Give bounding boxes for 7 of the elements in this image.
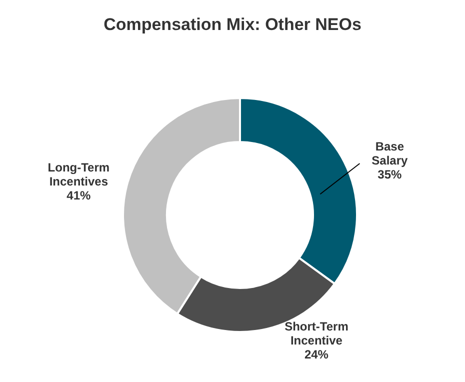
data-label: 41% — [66, 188, 92, 203]
slice-label: Short-Term Incentive — [284, 319, 348, 348]
chart-title: Compensation Mix: Other NEOs — [104, 15, 362, 34]
data-label: 24% — [304, 347, 329, 362]
data-label: 35% — [378, 168, 402, 182]
slice-label: Base Salary — [372, 140, 408, 168]
slice-label: Long-Term Incentives — [48, 160, 110, 189]
